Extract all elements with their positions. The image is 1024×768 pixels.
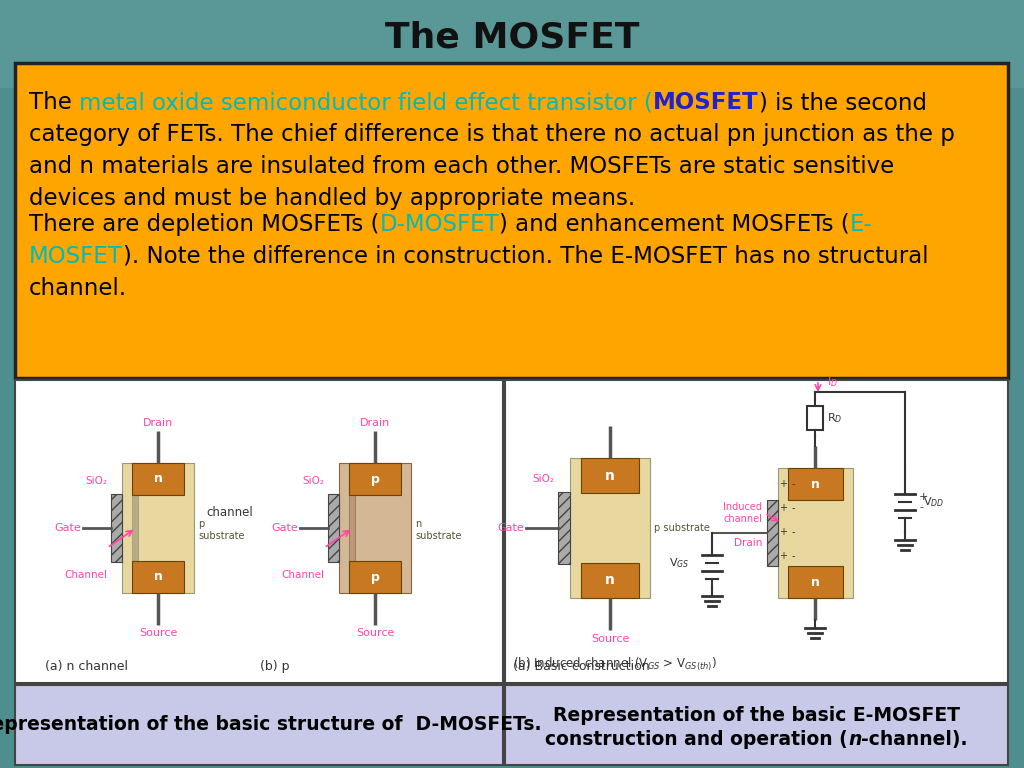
Text: +: + [779,479,787,489]
Text: Gate: Gate [54,523,81,533]
Text: +: + [779,503,787,513]
Bar [328,494,339,562]
Text: -: - [792,479,796,489]
Bar [349,561,401,593]
Text: Drain: Drain [734,538,763,548]
Text: E-: E- [850,213,872,236]
Text: V$_{GS}$: V$_{GS}$ [669,556,689,570]
Text: channel: channel [206,507,253,519]
Text: Source: Source [355,628,394,638]
Bar [15,380,503,683]
Text: devices and must be handled by appropriate means.: devices and must be handled by appropria… [29,187,635,210]
Text: (b) Induced channel (V$_{GS}$ > V$_{GS(th)}$): (b) Induced channel (V$_{GS}$ > V$_{GS(t… [513,656,717,673]
Text: n: n [154,472,163,485]
Text: construction and operation (: construction and operation ( [545,730,848,749]
Text: MOSFET: MOSFET [653,91,759,114]
Text: ). Note the difference in construction. The E-MOSFET has no structural: ). Note the difference in construction. … [123,244,929,267]
Text: Representation of the basic E-MOSFET: Representation of the basic E-MOSFET [553,706,961,725]
Text: -: - [792,527,796,537]
Text: The: The [29,91,79,114]
Text: p: p [371,571,380,584]
Text: V$_{DD}$: V$_{DD}$ [923,495,944,509]
Text: +: + [779,527,787,537]
Text: Gate: Gate [498,523,524,533]
Text: SiO₂: SiO₂ [532,474,554,484]
Text: n: n [415,519,421,529]
Text: category of FETs. The chief difference is that there no actual pn junction as th: category of FETs. The chief difference i… [29,123,954,146]
Bar [132,463,184,495]
Text: Gate: Gate [271,523,298,533]
Text: Drain: Drain [359,418,390,428]
Text: n: n [605,574,615,588]
Text: and n materials are insulated from each other. MOSFETs are static sensitive: and n materials are insulated from each … [29,155,894,178]
Bar [15,685,503,765]
Text: -: - [792,503,796,513]
Bar [767,500,777,566]
Text: n: n [605,468,615,482]
Text: n: n [811,575,819,588]
Text: Induced
channel: Induced channel [724,502,763,524]
Bar [339,463,411,593]
Text: p substrate: p substrate [654,523,710,533]
Text: There are depletion MOSFETs (: There are depletion MOSFETs ( [29,213,380,236]
Text: R$_D$: R$_D$ [827,411,843,425]
Bar [807,406,823,430]
Bar [581,563,639,598]
Bar [111,494,122,562]
Bar [777,468,853,598]
Text: Channel: Channel [281,570,324,580]
Bar [132,495,138,561]
Bar [787,468,843,500]
Bar [505,685,1008,765]
Bar [505,380,1008,683]
Text: D-MOSFET: D-MOSFET [380,213,500,236]
Bar [349,495,355,561]
Text: substrate: substrate [415,531,462,541]
Bar [570,458,650,598]
Bar [15,63,1008,378]
Text: I$_D$: I$_D$ [827,375,838,389]
Text: Channel: Channel [63,570,106,580]
Text: +: + [779,551,787,561]
Text: -: - [919,502,923,512]
Text: Source: Source [139,628,177,638]
Text: The MOSFET: The MOSFET [385,21,639,55]
Text: channel.: channel. [29,276,127,300]
Text: Representation of the basic structure of  D-MOSFETs.: Representation of the basic structure of… [0,716,542,734]
Text: -: - [792,551,796,561]
Text: n: n [811,478,819,491]
Text: metal oxide semiconductor field effect transistor (: metal oxide semiconductor field effect t… [79,91,653,114]
Text: -channel).: -channel). [861,730,968,749]
Text: p: p [371,472,380,485]
Text: ) is the second: ) is the second [759,91,927,114]
Bar [558,492,570,564]
Text: (a) Basic construction: (a) Basic construction [513,660,649,673]
Bar [122,463,194,593]
Text: Drain: Drain [143,418,173,428]
Bar [132,561,184,593]
Text: p: p [198,519,204,529]
Text: +: + [919,492,929,502]
Text: MOSFET: MOSFET [29,244,123,267]
Bar [581,458,639,493]
Text: ) and enhancement MOSFETs (: ) and enhancement MOSFETs ( [500,213,850,236]
Text: Source: Source [591,634,629,644]
Text: n: n [154,571,163,584]
Text: (b) p: (b) p [260,660,290,673]
Bar [787,566,843,598]
Bar [0,0,1024,88]
Text: SiO₂: SiO₂ [85,476,106,486]
Text: (a) n channel: (a) n channel [45,660,128,673]
Text: substrate: substrate [198,531,245,541]
Text: SiO₂: SiO₂ [302,476,324,486]
Text: n: n [848,730,861,749]
Bar [349,463,401,495]
